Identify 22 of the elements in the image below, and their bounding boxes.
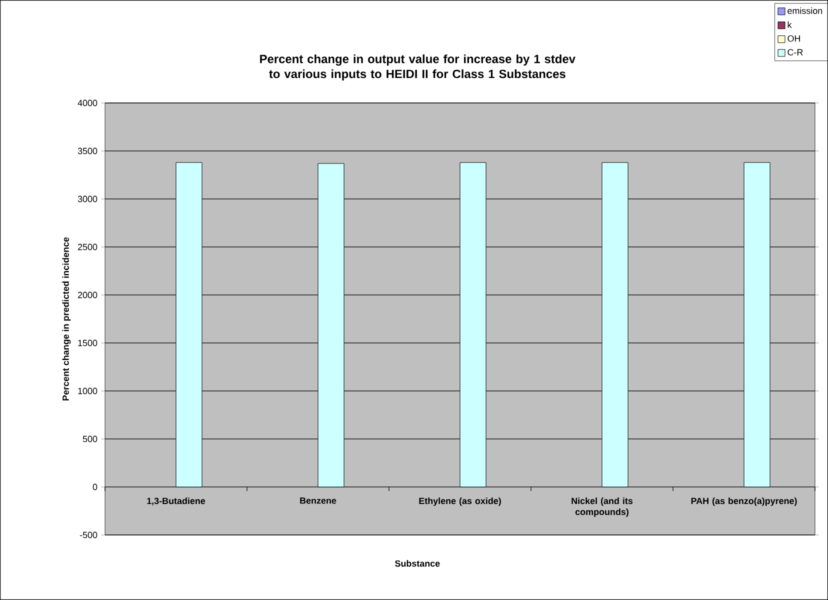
y-tick-label: 500 bbox=[82, 436, 98, 442]
y-tick-label: 3000 bbox=[78, 196, 98, 202]
legend-label: emission bbox=[788, 7, 822, 14]
y-tick-label: 3500 bbox=[78, 148, 98, 154]
x-tick-label: PAH (as benzo(a)pyrene) bbox=[691, 498, 797, 506]
y-tick-label: 2000 bbox=[78, 292, 98, 298]
legend-label: C-R bbox=[788, 49, 803, 56]
x-tick-label: Benzene bbox=[300, 498, 336, 504]
y-tick-label: -500 bbox=[80, 532, 98, 538]
legend-label: OH bbox=[788, 35, 800, 42]
legend-label: k bbox=[788, 21, 792, 28]
x-axis-title: Substance bbox=[395, 560, 440, 567]
y-tick-label: 2500 bbox=[78, 244, 98, 250]
x-tick-label: 1,3-Butadiene bbox=[147, 498, 206, 506]
y-tick-label: 1500 bbox=[78, 340, 98, 346]
y-tick-label: 1000 bbox=[78, 388, 98, 394]
x-tick-label: Ethylene (as oxide) bbox=[419, 498, 501, 506]
y-tick-label: 4000 bbox=[78, 100, 98, 106]
x-tick-label: Nickel (and its compounds) bbox=[572, 498, 633, 517]
y-tick-label: 0 bbox=[92, 484, 98, 490]
chart-title: Percent change in output value for increase by 1 stdev to various inputs to HEIDI II for Class 1 Substances bbox=[260, 54, 576, 81]
y-axis-title: Percent change in predicted incidence bbox=[62, 237, 71, 400]
